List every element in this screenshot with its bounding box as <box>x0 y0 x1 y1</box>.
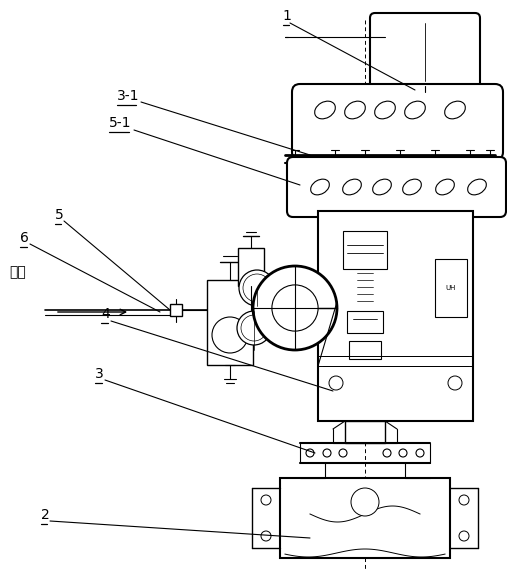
Text: 气源: 气源 <box>9 265 26 280</box>
Circle shape <box>339 449 347 457</box>
Ellipse shape <box>445 101 465 119</box>
Bar <box>347 311 383 333</box>
Circle shape <box>323 449 331 457</box>
FancyBboxPatch shape <box>292 84 503 160</box>
Text: 1: 1 <box>283 9 292 23</box>
FancyBboxPatch shape <box>370 13 480 91</box>
Bar <box>280 478 450 558</box>
Ellipse shape <box>375 101 395 119</box>
Bar <box>345 421 385 443</box>
Circle shape <box>243 274 271 302</box>
Bar <box>238 248 264 286</box>
Circle shape <box>239 270 275 306</box>
Ellipse shape <box>343 179 361 195</box>
Ellipse shape <box>436 179 454 195</box>
FancyBboxPatch shape <box>287 157 506 217</box>
Circle shape <box>241 315 267 341</box>
Circle shape <box>237 311 271 345</box>
Text: 3: 3 <box>95 367 104 381</box>
Text: 6: 6 <box>20 231 29 245</box>
Ellipse shape <box>311 179 330 195</box>
Bar <box>343 231 387 269</box>
Text: 4: 4 <box>101 307 110 321</box>
Circle shape <box>448 376 462 390</box>
Circle shape <box>261 495 271 505</box>
Text: UH: UH <box>446 285 456 291</box>
Circle shape <box>272 285 318 331</box>
Bar <box>170 304 182 316</box>
Ellipse shape <box>405 101 425 119</box>
Ellipse shape <box>403 179 421 195</box>
Circle shape <box>459 531 469 541</box>
Circle shape <box>399 449 407 457</box>
Circle shape <box>351 488 379 516</box>
Ellipse shape <box>315 101 335 119</box>
Ellipse shape <box>345 101 366 119</box>
Bar <box>318 211 473 421</box>
Circle shape <box>261 531 271 541</box>
Text: 5: 5 <box>55 207 63 222</box>
Circle shape <box>416 449 424 457</box>
Text: 5-1: 5-1 <box>109 116 131 130</box>
Text: 2: 2 <box>41 507 49 522</box>
Circle shape <box>212 317 248 353</box>
Circle shape <box>383 449 391 457</box>
Bar <box>207 280 253 365</box>
Bar <box>435 259 467 317</box>
Circle shape <box>306 449 314 457</box>
Circle shape <box>329 376 343 390</box>
Text: 3-1: 3-1 <box>117 88 139 103</box>
Bar <box>349 341 381 359</box>
Ellipse shape <box>467 179 486 195</box>
Ellipse shape <box>373 179 391 195</box>
Circle shape <box>253 266 337 350</box>
Circle shape <box>459 495 469 505</box>
